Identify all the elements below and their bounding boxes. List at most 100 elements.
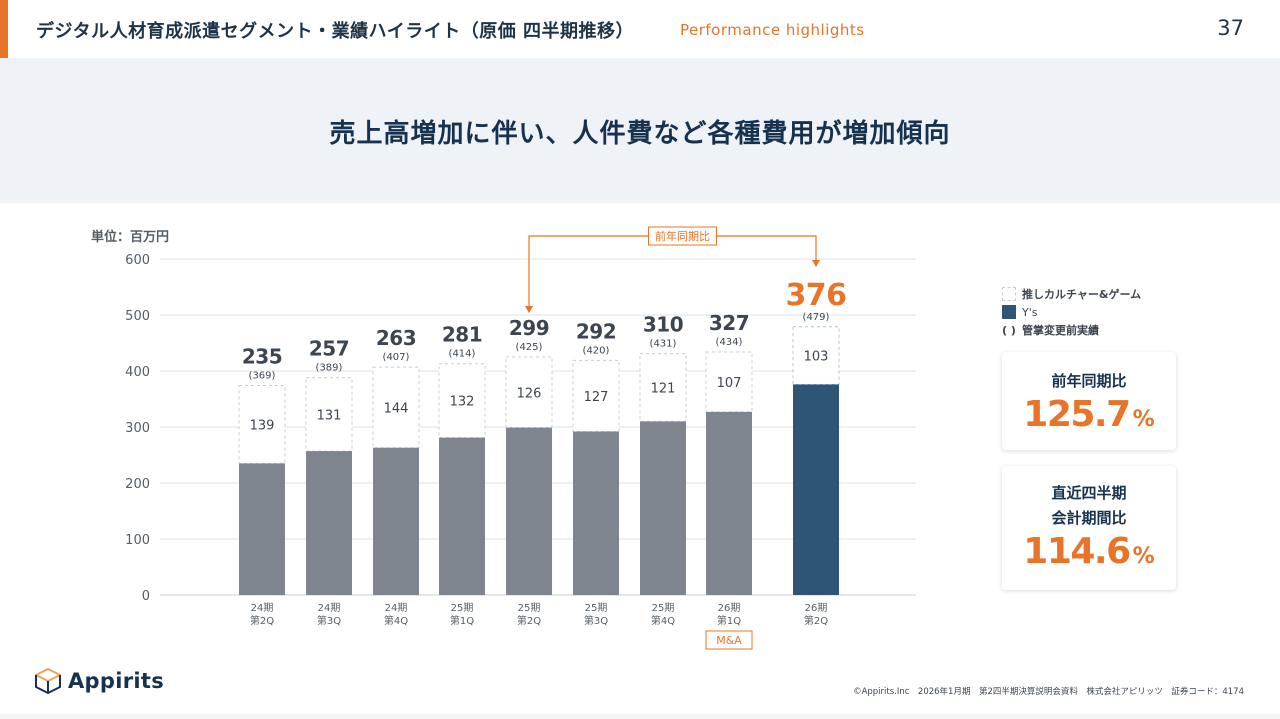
bar-ys-value-label: 235 — [242, 345, 282, 369]
ma-badge-label: M&A — [716, 634, 742, 647]
legend-label: 管掌変更前実績 — [1022, 324, 1099, 337]
x-tick-label: 第2Q — [517, 614, 541, 627]
yoy-bracket — [528, 235, 817, 308]
x-tick-label: 25期 — [585, 602, 608, 614]
card-number: 125.7 — [1023, 394, 1131, 435]
card-value: 125.7% — [1002, 394, 1176, 435]
legend-label: 推しカルチャー&ゲーム — [1022, 288, 1142, 301]
bar-oshi-culture — [792, 326, 840, 385]
y-tick-label: 400 — [125, 365, 150, 380]
x-tick-label: 26期 — [805, 602, 828, 614]
bar-oshi-culture — [305, 377, 353, 452]
x-tick-label: 24期 — [251, 602, 274, 614]
yoy-label: 前年同期比 — [655, 229, 710, 243]
bar-oshi-value-label: 107 — [717, 376, 742, 391]
bar-ys-value-label: 292 — [576, 319, 616, 343]
bar-ys — [373, 447, 419, 595]
bar-ys — [573, 431, 619, 595]
bar-oshi-culture — [238, 385, 286, 464]
x-tick-label: 25期 — [652, 602, 675, 614]
bar-oshi-value-label: 126 — [517, 386, 542, 401]
bar-pre-change-total-label: (369) — [249, 371, 276, 382]
x-tick-label: 24期 — [385, 602, 408, 614]
bar-pre-change-total-label: (414) — [449, 349, 476, 360]
bar-ys — [793, 384, 839, 595]
bar-ys — [506, 427, 552, 595]
x-tick-label: 第2Q — [250, 614, 274, 627]
bar-oshi-value-label: 132 — [450, 395, 475, 410]
bar-pre-change-total-label: (425) — [516, 342, 543, 353]
unit-label: 単位：百万円 — [91, 230, 170, 245]
legend-paren-symbol: ( ) — [1002, 323, 1016, 337]
bar-oshi-value-label: 127 — [584, 390, 609, 405]
bar-oshi-culture — [372, 366, 420, 449]
logo-text: Appirits — [68, 669, 165, 693]
bar-ys — [640, 421, 686, 595]
x-tick-label: 第3Q — [317, 614, 341, 627]
card-number: 114.6 — [1023, 531, 1131, 572]
x-tick-label: 25期 — [518, 602, 541, 614]
legend-swatch-solid — [1002, 305, 1016, 319]
bar-ys-value-label: 263 — [376, 326, 416, 350]
x-tick-label: 第2Q — [804, 614, 828, 627]
y-tick-label: 300 — [125, 421, 150, 436]
x-tick-label: 第4Q — [384, 614, 408, 627]
bar-ys-value-label: 376 — [785, 278, 846, 313]
bar-ys-value-label: 310 — [643, 313, 683, 337]
y-tick-label: 600 — [125, 253, 150, 268]
bar-ys-value-label: 327 — [709, 311, 749, 335]
bar-ys-value-label: 299 — [509, 316, 549, 340]
bar-ys — [439, 437, 485, 595]
y-tick-label: 500 — [125, 309, 150, 324]
legend-item-paren: ( ) 管掌変更前実績 — [1002, 321, 1141, 339]
yoy-label-box — [648, 226, 717, 246]
footer-text: ©Appirits.Inc 2026年1月期 第2四半期決算説明会資料 株式会社… — [853, 687, 1244, 697]
y-tick-label: 200 — [125, 477, 150, 492]
x-tick-label: 第3Q — [584, 614, 608, 627]
company-logo: Appirits — [34, 667, 164, 695]
headline: 売上高増加に伴い、人件費など各種費用が増加傾向 — [329, 119, 951, 149]
ma-badge — [705, 630, 753, 650]
y-tick-label: 100 — [125, 533, 150, 548]
bar-oshi-value-label: 103 — [804, 350, 829, 365]
bar-oshi-culture — [438, 363, 486, 439]
bar-ys — [239, 463, 285, 595]
card-unit: % — [1132, 544, 1155, 569]
card-label: 前年同期比 — [1051, 372, 1127, 390]
x-tick-label: 25期 — [451, 602, 474, 614]
bar-oshi-value-label: 131 — [317, 408, 342, 423]
card-value: 114.6% — [1002, 531, 1176, 572]
legend-item-ys: Y's — [1002, 303, 1141, 321]
bar-oshi-value-label: 144 — [384, 401, 409, 416]
bar-oshi-culture — [639, 353, 687, 422]
y-tick-label: 0 — [142, 589, 150, 604]
bar-ys-value-label: 257 — [309, 337, 349, 361]
chart-legend: 推しカルチャー&ゲーム Y's ( ) 管掌変更前実績 — [1002, 285, 1141, 339]
cube-logo-icon — [35, 668, 61, 694]
bar-oshi-value-label: 121 — [651, 382, 676, 397]
x-tick-label: 第4Q — [651, 614, 675, 627]
bar-pre-change-total-label: (420) — [583, 345, 610, 356]
card-label: 直近四半期 — [1051, 484, 1127, 502]
bar-ys — [306, 451, 352, 595]
yoy-arrowhead — [525, 306, 533, 313]
yoy-arrowhead — [812, 260, 820, 267]
bar-oshi-value-label: 139 — [250, 418, 275, 433]
bar-ys-value-label: 281 — [442, 323, 482, 347]
x-tick-label: 26期 — [718, 602, 741, 614]
header-bar: デジタル人材育成派遣セグメント・業績ハイライト（原価 四半期推移） Perfor… — [0, 0, 1280, 58]
bar-pre-change-total-label: (434) — [716, 337, 743, 348]
bar-pre-change-total-label: (479) — [803, 312, 830, 323]
bar-pre-change-total-label: (431) — [650, 339, 677, 350]
bar-pre-change-total-label: (407) — [383, 352, 410, 363]
card-unit: % — [1132, 407, 1155, 432]
bottom-border — [0, 714, 1280, 719]
x-tick-label: 第1Q — [450, 614, 474, 627]
page-number: 37 — [1217, 16, 1244, 40]
header-accent — [0, 0, 8, 58]
page-title: デジタル人材育成派遣セグメント・業績ハイライト（原価 四半期推移） — [36, 21, 635, 42]
legend-item-oshi: 推しカルチャー&ゲーム — [1002, 285, 1141, 303]
x-tick-label: 第1Q — [717, 614, 741, 627]
bar-oshi-culture — [705, 351, 753, 413]
